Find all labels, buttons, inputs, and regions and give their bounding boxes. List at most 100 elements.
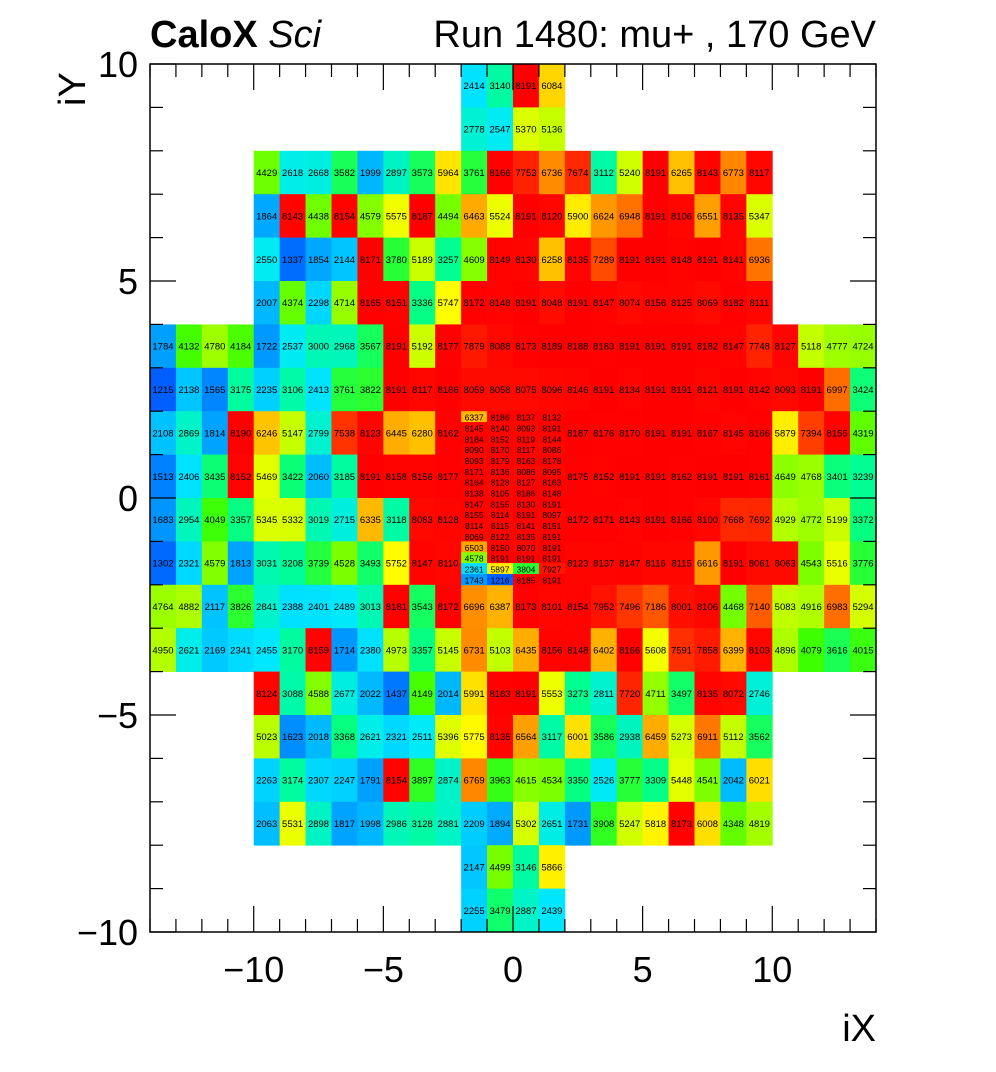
heatmap-cell	[487, 465, 514, 477]
heatmap-cell	[642, 498, 669, 542]
heatmap-cell	[538, 465, 566, 477]
heatmap-cell	[279, 584, 306, 629]
cell-value-label: 3372	[852, 515, 873, 526]
heatmap-cell	[331, 671, 358, 716]
cell-value-label: 4541	[697, 776, 718, 787]
cell-value-label: 4724	[852, 342, 873, 353]
cell-value-label: 8158	[386, 472, 407, 483]
heatmap-cell	[487, 150, 514, 195]
cell-value-label: 5247	[619, 819, 640, 830]
cell-value-label: 7753	[515, 168, 536, 179]
x-axis-label: iX	[842, 1008, 876, 1050]
cell-value-label: 3185	[334, 472, 355, 483]
cell-value-label: 8184	[465, 434, 484, 444]
heatmap-cell	[642, 628, 669, 672]
heatmap-cell	[642, 758, 669, 803]
heatmap-cell	[357, 411, 384, 455]
cell-value-label: 8170	[619, 428, 640, 439]
heatmap-cell	[538, 476, 566, 488]
heatmap-cell	[461, 628, 488, 672]
heatmap-cell	[435, 194, 462, 238]
cell-value-label: 2341	[230, 645, 251, 656]
cell-value-label: 4579	[204, 559, 225, 570]
heatmap-cell	[720, 411, 747, 455]
cell-value-label: 8162	[438, 428, 459, 439]
heatmap-cell	[694, 194, 721, 238]
cell-value-label: 8172	[464, 298, 485, 309]
heatmap-cell	[383, 584, 410, 629]
heatmap-cell	[616, 150, 644, 195]
cell-value-label: 2007	[256, 298, 277, 309]
heatmap-cell	[694, 758, 721, 803]
heatmap-cell	[305, 671, 332, 716]
heatmap-cell	[461, 584, 488, 629]
heatmap-cell	[305, 324, 332, 369]
heatmap-cell	[694, 671, 721, 716]
heatmap-cell	[720, 237, 747, 282]
heatmap-cell	[720, 324, 747, 369]
heatmap-cell	[513, 422, 540, 434]
cell-value-label: 8188	[567, 342, 588, 353]
cell-value-label: 2547	[489, 125, 510, 136]
cell-value-label: 5866	[541, 862, 562, 873]
cell-value-label: 8103	[749, 645, 770, 656]
heatmap-cell	[590, 150, 618, 195]
heatmap-cell	[331, 541, 358, 586]
cell-value-label: 2022	[360, 689, 381, 700]
cell-value-label: 3174	[282, 776, 303, 787]
cell-value-label: 8166	[749, 428, 770, 439]
cell-value-label: 8144	[542, 434, 561, 444]
heatmap-cell	[175, 584, 203, 629]
cell-value-label: 8070	[517, 543, 536, 553]
heatmap-cell	[409, 671, 436, 716]
heatmap-cell	[461, 801, 488, 846]
heatmap-cell	[538, 845, 566, 889]
heatmap-cell	[383, 628, 410, 672]
cell-value-label: 8151	[542, 521, 561, 531]
heatmap-cell	[538, 552, 566, 564]
cell-value-label: 5575	[386, 211, 407, 222]
cell-value-label: 4468	[723, 602, 744, 613]
cell-value-label: 3493	[360, 559, 381, 570]
cell-value-label: 8155	[465, 510, 484, 520]
heatmap-cell	[461, 443, 488, 455]
cell-value-label: 3562	[749, 732, 770, 743]
heatmap-cell	[694, 281, 721, 325]
cell-value-label: 6564	[515, 732, 536, 743]
cell-value-label: 8142	[749, 385, 770, 396]
heatmap-cell	[331, 584, 358, 629]
cell-value-label: 2321	[386, 732, 407, 743]
heatmap-cell	[227, 411, 255, 455]
heatmap-cell	[305, 194, 332, 238]
cell-value-label: 2401	[308, 602, 329, 613]
heatmap-cell	[513, 628, 540, 672]
cell-value-label: 8155	[827, 428, 848, 439]
cell-value-label: 8121	[697, 385, 718, 396]
cell-value-label: 2621	[178, 645, 199, 656]
heatmap-cell	[383, 194, 410, 238]
heatmap-cell	[564, 541, 592, 586]
cell-value-label: 4764	[152, 602, 173, 613]
cell-value-label: 8096	[541, 385, 562, 396]
heatmap-cell	[513, 519, 540, 531]
cell-value-label: 4438	[308, 211, 329, 222]
heatmap-cell	[487, 64, 514, 108]
heatmap-cell	[538, 563, 566, 575]
heatmap-cell	[357, 454, 384, 499]
heatmap-cell	[357, 150, 384, 195]
cell-value-label: 3582	[334, 168, 355, 179]
heatmap-cell	[409, 411, 436, 455]
cell-value-label: 8083	[412, 515, 433, 526]
heatmap-cell	[513, 487, 540, 499]
cell-value-label: 8093	[465, 456, 484, 466]
cell-value-label: 8122	[491, 532, 510, 542]
cell-value-label: 1791	[360, 776, 381, 787]
cell-value-label: 4528	[334, 559, 355, 570]
cell-value-label: 7674	[567, 168, 588, 179]
heatmap-cell	[409, 367, 436, 412]
cell-value-label: 8155	[491, 499, 510, 509]
heatmap-cell	[150, 411, 177, 455]
cell-value-label: 8135	[567, 255, 588, 266]
cell-value-label: 8058	[489, 385, 510, 396]
cell-value-label: 6736	[541, 168, 562, 179]
